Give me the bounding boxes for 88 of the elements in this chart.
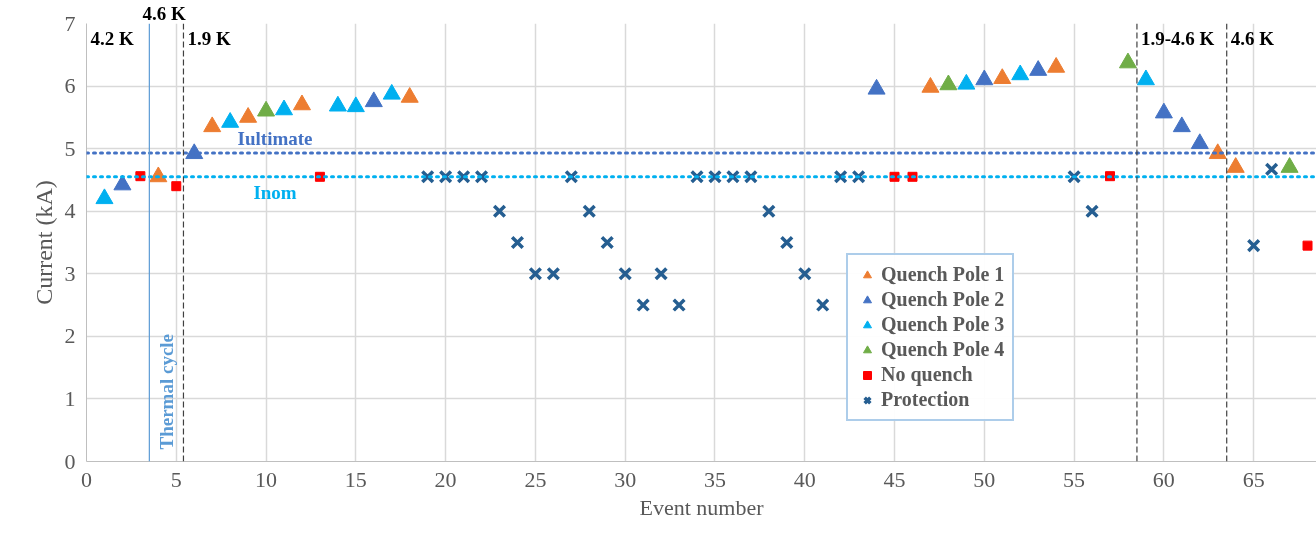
x-tick-label: 20: [434, 466, 457, 492]
point: [400, 87, 419, 103]
legend-label: Quench Pole 2: [881, 288, 1005, 311]
point: [171, 181, 182, 192]
point: [420, 169, 435, 184]
point: [1172, 116, 1191, 133]
x-tick-label: 60: [1152, 466, 1175, 492]
point: [1154, 102, 1173, 119]
x-tick-label: 25: [524, 466, 547, 492]
text: 4.6 K: [142, 2, 186, 24]
annotation: 1.9-4.6 K: [1140, 27, 1215, 49]
legend-label: No quench: [881, 363, 973, 386]
x-tick-label: 15: [344, 466, 367, 492]
point: [921, 77, 940, 93]
y-tick-label: 2: [64, 323, 76, 349]
point: [203, 116, 222, 133]
point: [95, 188, 114, 205]
point: [957, 73, 976, 90]
point: [1302, 240, 1313, 251]
y-tick-label: 0: [64, 448, 76, 474]
point: [1280, 157, 1299, 173]
point: [939, 74, 958, 91]
point: [510, 235, 525, 250]
point: [221, 112, 240, 128]
x-tick-label: 30: [614, 466, 637, 492]
y-tick-label: 1: [64, 385, 76, 411]
y-tick-label: 5: [64, 135, 76, 161]
point: [257, 100, 276, 117]
point: [1084, 204, 1100, 219]
point: [600, 235, 615, 250]
annotation: 4.2 K: [90, 27, 134, 49]
legend-label: Quench Pole 4: [881, 338, 1005, 361]
point: [1136, 69, 1155, 86]
point: [582, 204, 597, 219]
point: [797, 266, 812, 281]
point: [1246, 238, 1261, 253]
point: [1118, 52, 1137, 69]
legend-label: Protection: [881, 388, 970, 411]
point: [292, 94, 311, 111]
legend-label: Quench Pole 3: [881, 313, 1005, 336]
x-tick-label: 40: [793, 466, 816, 492]
x-tick-label: 0: [81, 466, 92, 492]
x-tick-label: 50: [973, 466, 996, 492]
point: [618, 266, 633, 281]
y-tick-label: 3: [64, 260, 76, 286]
point: [275, 99, 294, 116]
y-tick-label: 6: [64, 73, 76, 99]
x-tick-label: 5: [170, 466, 182, 492]
point: [779, 235, 794, 250]
point: [815, 298, 830, 313]
point: [364, 91, 383, 108]
point: [833, 169, 848, 184]
point: [761, 204, 776, 219]
ref-line-label: Inom: [253, 181, 297, 203]
point: [1226, 157, 1245, 173]
point: [1190, 133, 1209, 150]
x-tick-label: 65: [1242, 466, 1265, 492]
y-tick-label: 4: [64, 198, 76, 224]
ref-line-label: Thermal cycle: [156, 333, 178, 450]
x-tick-label: 35: [703, 466, 726, 492]
point: [707, 169, 723, 184]
point: [654, 266, 669, 281]
point: [1047, 56, 1066, 73]
y-axis-title: Current (kA): [30, 180, 57, 305]
point: [636, 298, 651, 313]
point: [239, 107, 258, 123]
y-tick-label: 7: [64, 10, 76, 36]
point: [975, 69, 994, 86]
annotation: 4.6 K: [1230, 27, 1275, 49]
annotation: 1.9 K: [187, 27, 231, 49]
point: [346, 96, 365, 113]
point: [1029, 60, 1048, 76]
point: [1264, 162, 1279, 177]
x-tick-label: 45: [883, 466, 906, 492]
point: [1011, 64, 1030, 81]
point: [528, 266, 543, 281]
point: [546, 266, 561, 281]
ref-line-label: Iultimate: [237, 128, 313, 150]
point: [993, 68, 1012, 84]
legend-label: Quench Pole 1: [881, 263, 1005, 286]
point: [672, 298, 687, 313]
x-tick-label: 10: [255, 466, 278, 492]
point: [382, 83, 401, 100]
point: [492, 204, 507, 219]
x-axis-title: Event number: [639, 494, 765, 520]
point: [867, 78, 886, 95]
x-tick-label: 55: [1063, 466, 1086, 492]
point: [328, 95, 347, 112]
